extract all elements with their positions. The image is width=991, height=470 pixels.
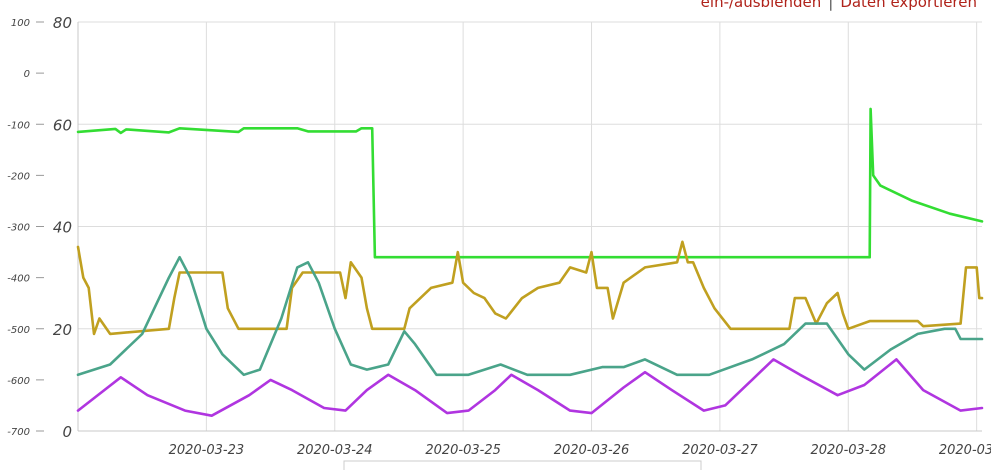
x-tick-label: 2020-03-27 (682, 443, 758, 458)
series-line-3[interactable] (76, 255, 984, 377)
y-right-tick-label: -300 (7, 223, 30, 234)
y-left-tick-label: 0 (62, 423, 72, 441)
y-left-tick-label: 60 (53, 116, 72, 134)
x-tick-label: 2020-03-23 (169, 443, 245, 458)
y-right-tick-label: -400 (7, 274, 30, 285)
y-right-tick-label: -200 (7, 171, 30, 182)
x-tick-label: 2020-03-25 (425, 443, 501, 458)
x-tick-label: 2020-03-29 (939, 443, 991, 458)
y-right-tick-label: 0 (24, 69, 30, 80)
y-right-tick-label: 100 (11, 18, 30, 29)
toggle-series-link[interactable]: ein-/ausblenden (700, 0, 822, 11)
series-line-2[interactable] (76, 240, 984, 336)
export-data-link[interactable]: Daten exportieren (840, 0, 977, 11)
x-tick-label: 2020-03-26 (554, 443, 630, 458)
navigator-outline[interactable] (343, 460, 702, 470)
y-right-tick-label: -100 (7, 120, 30, 131)
chart-toolbar: ein-/ausblenden | Daten exportieren (701, 0, 977, 11)
y-right-tick-label: -500 (7, 325, 30, 336)
series-line-1[interactable] (76, 107, 984, 259)
series-line-4[interactable] (76, 358, 984, 417)
y-left-tick-label: 80 (53, 14, 72, 32)
y-left-tick-label: 20 (53, 321, 72, 339)
y-right-tick-label: -700 (7, 427, 30, 438)
y-right-tick-label: -600 (7, 376, 30, 387)
x-tick-label: 2020-03-24 (297, 443, 373, 458)
x-tick-label: 2020-03-28 (810, 443, 886, 458)
y-left-tick-label: 40 (53, 219, 72, 237)
toolbar-separator: | (828, 0, 834, 11)
